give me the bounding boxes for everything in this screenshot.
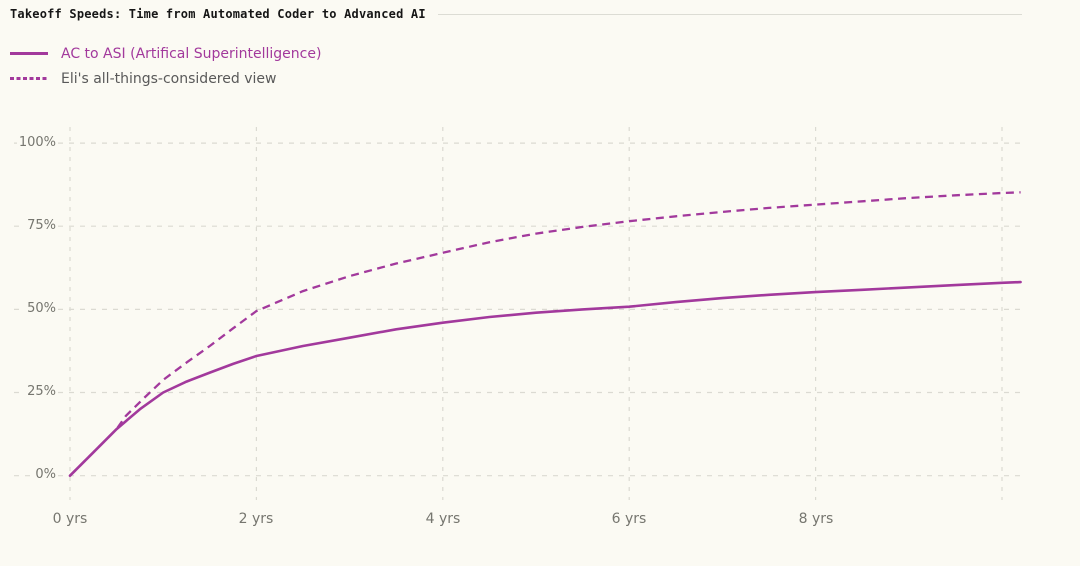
x-axis-label-6yrs: 6 yrs [611, 511, 647, 527]
chart-title: Takeoff Speeds: Time from Automated Code… [10, 7, 426, 21]
legend-label: AC to ASI (Artifical Superintelligence) [61, 45, 322, 62]
x-axis-label-0yrs: 0 yrs [52, 511, 88, 527]
x-axis-label-4yrs: 4 yrs [425, 511, 461, 527]
y-axis-label-25: 25% [25, 384, 58, 399]
y-axis-label-75: 75% [25, 218, 58, 233]
legend-item-eli-view: Eli's all-things-considered view [10, 66, 321, 91]
y-axis-label-0: 0% [33, 467, 58, 482]
solid-line-swatch-icon [10, 52, 48, 55]
x-axis-label-2yrs: 2 yrs [238, 511, 274, 527]
x-axis-label-8yrs: 8 yrs [798, 511, 834, 527]
y-axis-label-100: 100% [16, 135, 58, 150]
series-line-ac-to-asi [68, 280, 1022, 478]
vertical-gridlines [69, 127, 1003, 500]
legend-label: Eli's all-things-considered view [61, 70, 277, 87]
y-axis-label-50: 50% [25, 301, 58, 316]
header: Takeoff Speeds: Time from Automated Code… [10, 7, 1022, 21]
dashed-line-swatch-icon [10, 77, 48, 80]
title-rule [437, 13, 1022, 15]
legend: AC to ASI (Artifical Superintelligence) … [10, 41, 321, 91]
legend-item-ac-to-asi: AC to ASI (Artifical Superintelligence) [10, 41, 321, 66]
series-line-eli-view [69, 191, 1021, 477]
horizontal-gridlines [14, 142, 1020, 477]
